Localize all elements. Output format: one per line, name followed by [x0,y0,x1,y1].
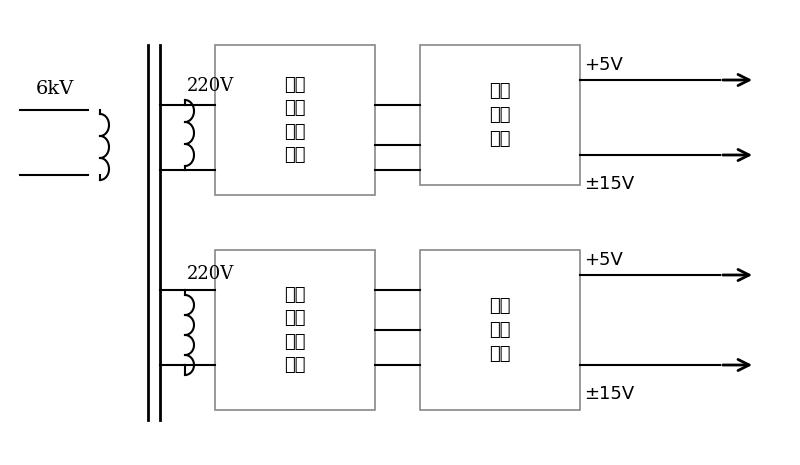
Text: 220V: 220V [187,77,234,95]
Text: ±15V: ±15V [584,385,634,403]
Text: +5V: +5V [584,251,623,269]
Text: +5V: +5V [584,56,623,74]
FancyBboxPatch shape [215,250,375,410]
Text: 6kV: 6kV [36,80,74,98]
Text: 220V: 220V [187,265,234,283]
Text: 电源
转换
回路: 电源 转换 回路 [490,298,510,363]
FancyBboxPatch shape [420,250,580,410]
Text: ±15V: ±15V [584,175,634,193]
FancyBboxPatch shape [215,45,375,195]
FancyBboxPatch shape [420,45,580,185]
Text: 滤波
及抗
干扰
回路: 滤波 及抗 干扰 回路 [284,76,306,165]
Text: 电源
转换
回路: 电源 转换 回路 [490,82,510,147]
Text: 滤波
及抗
干扰
回路: 滤波 及抗 干扰 回路 [284,286,306,374]
